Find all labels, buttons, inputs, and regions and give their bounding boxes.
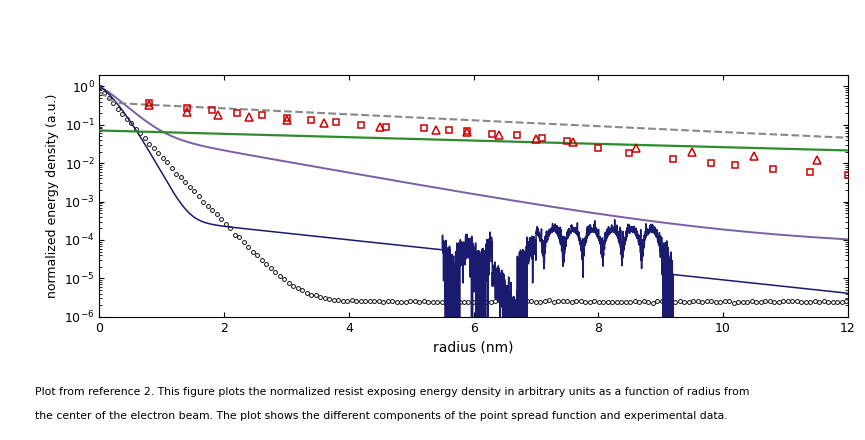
Text: the center of the electron beam. The plot shows the different components of the : the center of the electron beam. The plo… bbox=[35, 411, 727, 422]
Text: Plot from reference 2. This figure plots the normalized resist exposing energy d: Plot from reference 2. This figure plots… bbox=[35, 387, 749, 397]
Legend: PSF 200 keV 1, VP PSF, PSF 200 keV 2, SE PSF - numerical method, fitted PSF 200 : PSF 200 keV 1, VP PSF, PSF 200 keV 2, SE… bbox=[106, 0, 470, 6]
X-axis label: radius (nm): radius (nm) bbox=[433, 340, 514, 354]
Y-axis label: normalized energy density (a.u.): normalized energy density (a.u.) bbox=[46, 94, 59, 298]
